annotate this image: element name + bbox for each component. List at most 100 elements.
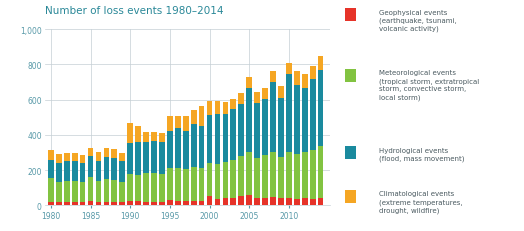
Bar [302,152,308,199]
Bar [199,106,204,127]
Bar [112,158,117,180]
Bar [72,202,78,206]
Bar [143,142,149,173]
Bar [104,157,110,179]
Bar [223,163,228,199]
Bar [183,131,189,170]
Bar [191,125,196,167]
Text: Hydrological events
(flood, mass movement): Hydrological events (flood, mass movemen… [379,147,464,161]
Bar [159,142,165,174]
Bar [72,153,78,161]
Bar [302,199,308,206]
Bar [345,9,356,22]
Bar [143,133,149,142]
Bar [135,175,141,201]
Bar [302,89,308,152]
Bar [318,57,323,70]
Bar [95,202,101,206]
Bar [286,199,292,206]
Bar [294,155,300,199]
Bar [286,63,292,75]
Bar [231,99,236,110]
Bar [175,128,181,169]
Bar [64,162,70,181]
Bar [104,149,110,157]
Bar [143,173,149,202]
Bar [270,72,276,83]
Bar [318,199,323,206]
Bar [262,99,268,155]
Bar [215,164,220,199]
Bar [56,155,62,164]
Bar [159,134,165,142]
Bar [199,201,204,206]
Bar [135,201,141,206]
Bar [159,202,165,206]
Bar [345,146,356,159]
Bar [254,199,260,206]
Bar [246,195,252,206]
Bar [238,196,244,206]
Bar [135,127,141,142]
Bar [215,199,220,206]
Bar [151,142,157,173]
Bar [270,197,276,206]
Bar [167,168,173,200]
Bar [64,153,70,162]
Bar [95,161,101,181]
Bar [72,161,78,181]
Bar [199,127,204,169]
Bar [278,98,284,157]
Bar [262,155,268,198]
Bar [119,162,125,182]
Bar [167,117,173,131]
Bar [278,157,284,199]
Bar [112,202,117,206]
Bar [104,202,110,206]
Bar [88,149,93,156]
Bar [72,181,78,202]
Bar [294,71,300,85]
Bar [64,202,70,206]
Bar [64,181,70,202]
Bar [231,110,236,160]
Bar [191,201,196,206]
Bar [183,170,189,201]
Bar [143,202,149,206]
Bar [223,114,228,163]
Bar [119,182,125,202]
Bar [262,89,268,99]
Bar [119,154,125,162]
Bar [80,155,85,164]
Bar [318,70,323,146]
Bar [80,182,85,202]
Bar [345,190,356,203]
Bar [88,177,93,201]
Bar [206,196,212,206]
Bar [345,70,356,82]
Bar [135,142,141,175]
Bar [112,180,117,202]
Bar [310,80,315,150]
Bar [48,150,54,160]
Bar [223,103,228,114]
Bar [294,199,300,206]
Bar [104,179,110,202]
Bar [238,105,244,156]
Text: Climatological events
(extreme temperatures,
drought, wildfire): Climatological events (extreme temperatu… [379,191,463,213]
Bar [302,75,308,89]
Bar [191,111,196,125]
Bar [191,167,196,201]
Bar [278,199,284,206]
Bar [270,152,276,197]
Bar [175,116,181,128]
Bar [127,143,133,174]
Bar [56,182,62,202]
Bar [88,201,93,206]
Bar [183,201,189,206]
Bar [48,178,54,202]
Bar [206,102,212,115]
Text: Meteorological events
(tropical storm, extratropical
storm, convective storm,
lo: Meteorological events (tropical storm, e… [379,70,479,100]
Bar [80,202,85,206]
Bar [159,174,165,202]
